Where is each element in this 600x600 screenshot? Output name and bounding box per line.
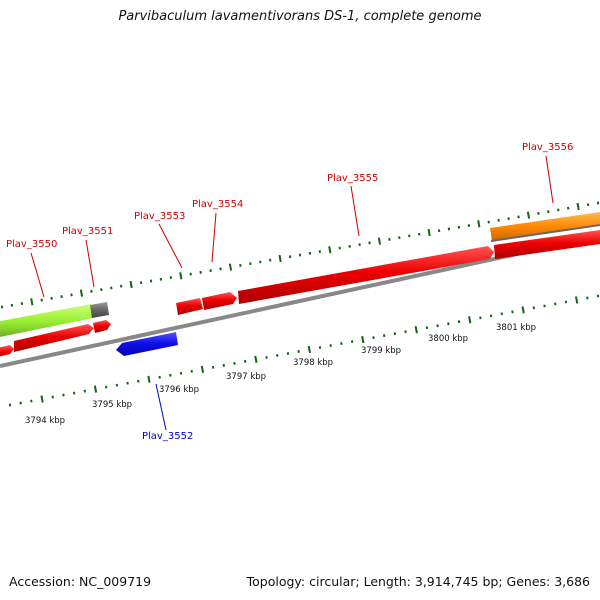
- leader-plav-3550: [30, 252, 45, 298]
- outer-track-major-tick: [278, 254, 282, 263]
- label-plav-3555: Plav_3555: [327, 173, 378, 184]
- gene-plav-3556-feature[interactable]: [494, 230, 600, 259]
- inner-track-major-tick: [361, 335, 365, 344]
- label-plav-3551: Plav_3551: [62, 226, 113, 237]
- inner-track-major-tick: [200, 365, 205, 373]
- outer-track-major-tick: [377, 237, 382, 245]
- scale-label-3797: 3797 kbp: [226, 372, 266, 382]
- inner-track-major-tick: [147, 375, 151, 383]
- gene-plav-3555-feature[interactable]: [238, 246, 494, 304]
- inner-track-major-tick: [254, 355, 258, 364]
- leader-plav-3551: [85, 239, 95, 288]
- gene-plav-3554-feature[interactable]: [202, 292, 237, 310]
- outer-track-major-tick: [526, 211, 531, 219]
- outer-track-major-tick: [228, 263, 233, 271]
- leader-plav-3553: [158, 223, 183, 269]
- orange-feature[interactable]: [490, 212, 600, 241]
- scale-label-3801: 3801 kbp: [496, 323, 536, 333]
- scale-label-3794: 3794 kbp: [25, 416, 65, 426]
- inner-track-major-tick: [468, 316, 472, 324]
- scale-label-3798: 3798 kbp: [293, 358, 333, 368]
- outer-track-major-tick: [477, 220, 481, 228]
- green-feature[interactable]: [0, 304, 93, 339]
- label-plav-3554: Plav_3554: [192, 199, 243, 210]
- outer-track-major-tick: [79, 289, 84, 297]
- gene-plav-3552-feature[interactable]: [116, 332, 178, 356]
- inner-track-major-tick: [521, 306, 525, 314]
- outer-track-major-tick: [328, 246, 332, 254]
- leader-plav-3556: [545, 155, 554, 204]
- gene-plav-3551b-feature[interactable]: [93, 320, 111, 333]
- gene-plav-3553-feature[interactable]: [176, 298, 203, 315]
- inner-track-major-tick: [40, 395, 44, 403]
- orange-feature-outline: [490, 224, 600, 242]
- leader-plav-3552: [155, 383, 167, 431]
- gene-plav-3550-feature[interactable]: [0, 345, 14, 361]
- outer-track-major-tick: [30, 298, 34, 306]
- accession-text: Accession: NC_009719: [9, 574, 152, 589]
- inner-tick-track: [8, 294, 600, 407]
- label-plav-3553: Plav_3553: [134, 211, 185, 222]
- label-plav-3556: Plav_3556: [522, 142, 573, 153]
- inner-track-major-tick: [93, 385, 98, 393]
- label-plav-3550: Plav_3550: [6, 239, 57, 250]
- inner-track-major-tick: [414, 326, 418, 334]
- scale-label-3796: 3796 kbp: [159, 385, 199, 395]
- leader-plav-3555: [350, 185, 360, 237]
- scale-label-3800: 3800 kbp: [428, 334, 468, 344]
- outer-track-major-tick: [576, 202, 580, 211]
- inner-track-major-tick: [574, 296, 579, 304]
- scale-label-3795: 3795 kbp: [92, 400, 132, 410]
- gene-plav-3551-feature[interactable]: [14, 324, 94, 352]
- leader-plav-3554: [211, 212, 217, 263]
- inner-track-major-tick: [307, 345, 311, 354]
- label-plav-3552: Plav_3552: [142, 431, 193, 442]
- outer-track-major-tick: [179, 272, 183, 280]
- genome-summary-text: Topology: circular; Length: 3,914,745 bp…: [246, 574, 590, 589]
- gray-feature[interactable]: [90, 302, 109, 318]
- outer-tick-track: [0, 201, 600, 309]
- map-title: Parvibaculum lavamentivorans DS-1, compl…: [118, 9, 482, 24]
- outer-track-major-tick: [129, 280, 133, 289]
- outer-track-major-tick: [427, 228, 431, 237]
- scale-label-3799: 3799 kbp: [361, 346, 401, 356]
